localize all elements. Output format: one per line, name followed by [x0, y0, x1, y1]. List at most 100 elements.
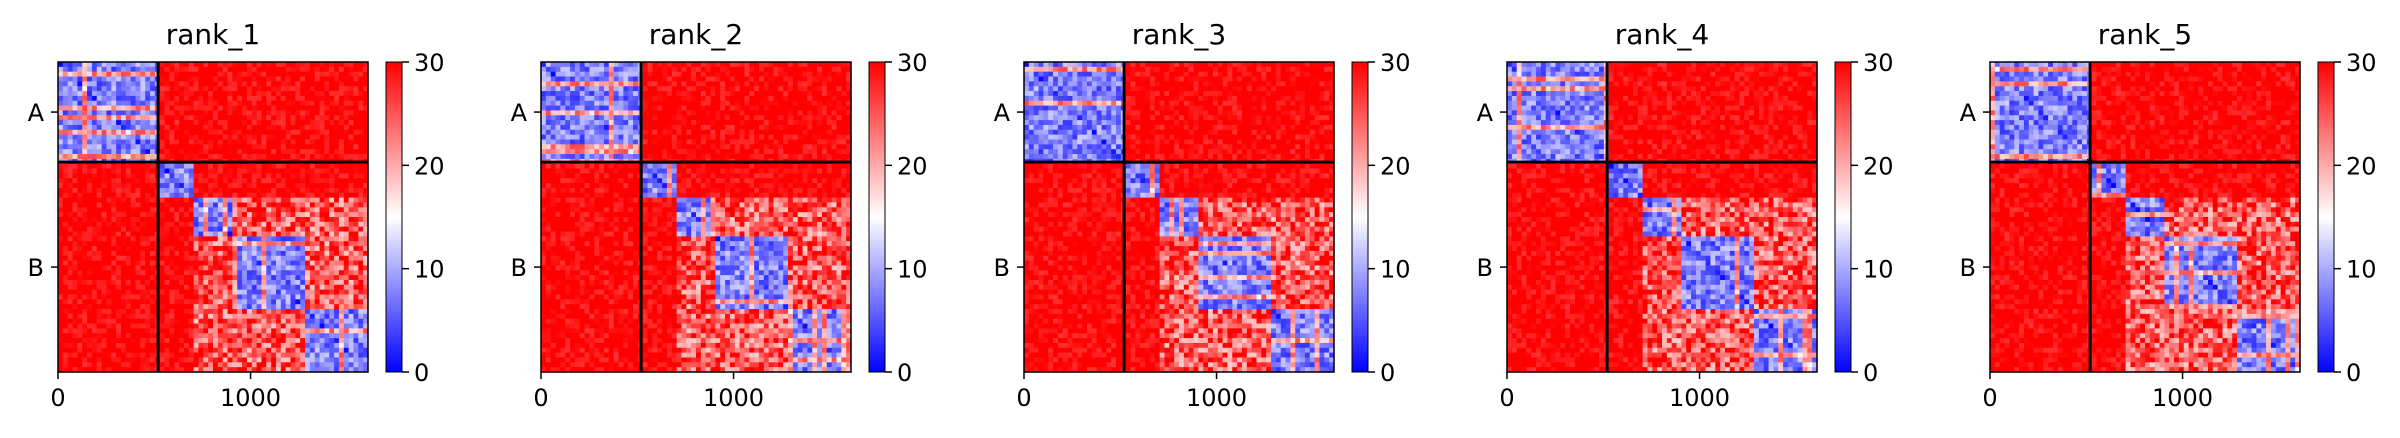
- heatmap-cell: [237, 212, 243, 218]
- heatmap-cell: [338, 333, 345, 339]
- heatmap-cell: [58, 313, 64, 320]
- heatmap-cell: [111, 328, 117, 334]
- heatmap-cell: [135, 144, 141, 150]
- heatmap-cell: [183, 246, 190, 252]
- heatmap-cell: [150, 91, 156, 97]
- heatmap-cell: [275, 178, 282, 184]
- heatmap-cell: [217, 62, 224, 68]
- heatmap-cell: [135, 279, 141, 286]
- heatmap-cell: [96, 309, 103, 315]
- heatmap-cell: [725, 91, 731, 97]
- heatmap-cell: [275, 192, 282, 199]
- heatmap-cell: [140, 221, 146, 228]
- heatmap-cell: [285, 333, 292, 339]
- heatmap-cell: [324, 76, 330, 82]
- heatmap-cell: [290, 255, 296, 262]
- heatmap-cell: [251, 352, 258, 359]
- heatmap-cell: [193, 212, 200, 218]
- heatmap-cell: [135, 284, 141, 291]
- heatmap-cell: [188, 275, 195, 281]
- heatmap-cell: [251, 202, 258, 208]
- heatmap-cell: [778, 86, 784, 92]
- heatmap-cell: [807, 86, 813, 92]
- heatmap-cell: [232, 120, 238, 126]
- heatmap-cell: [242, 221, 248, 228]
- heatmap-cell: [222, 207, 229, 213]
- heatmap-cell: [101, 250, 108, 257]
- heatmap-cell: [788, 100, 794, 107]
- heatmap-cell: [58, 275, 64, 281]
- heatmap-cell: [130, 260, 137, 267]
- heatmap-cell: [111, 333, 117, 339]
- heatmap-cell: [295, 226, 301, 233]
- heatmap-cell: [280, 250, 287, 257]
- heatmap-cell: [91, 105, 98, 112]
- heatmap-cell: [164, 154, 170, 160]
- heatmap-cell: [285, 115, 292, 121]
- heatmap-cell: [275, 284, 282, 291]
- heatmap-cell: [188, 139, 195, 145]
- heatmap-cell: [237, 183, 243, 189]
- heatmap-cell: [246, 289, 253, 296]
- heatmap-cell: [338, 71, 345, 78]
- heatmap-cell: [232, 250, 238, 257]
- heatmap-cell: [96, 342, 103, 349]
- heatmap-cell: [334, 197, 340, 204]
- heatmap-cell: [82, 333, 88, 339]
- heatmap-cell: [150, 226, 156, 233]
- heatmap-cell: [662, 86, 668, 92]
- heatmap-cell: [363, 217, 369, 223]
- heatmap-cell: [208, 362, 214, 368]
- heatmap-cell: [334, 91, 340, 97]
- heatmap-cell: [232, 313, 238, 320]
- heatmap-cell: [671, 115, 678, 121]
- heatmap-cell: [285, 71, 292, 78]
- heatmap-cell: [237, 217, 243, 223]
- heatmap-cell: [353, 289, 359, 296]
- heatmap-cell: [290, 352, 296, 359]
- heatmap-cell: [662, 120, 668, 126]
- heatmap-cell: [594, 76, 600, 82]
- heatmap-cell: [324, 260, 330, 267]
- heatmap-cell: [106, 270, 112, 276]
- heatmap-cell: [275, 328, 282, 334]
- heatmap-cell: [72, 91, 78, 97]
- heatmap-cell: [159, 347, 166, 354]
- heatmap-cell: [266, 352, 272, 359]
- heatmap-cell: [319, 163, 325, 170]
- heatmap-cell: [338, 289, 345, 296]
- heatmap-cell: [111, 129, 117, 136]
- heatmap-cell: [290, 154, 296, 160]
- heatmap-cell: [96, 250, 103, 257]
- heatmap-cell: [295, 260, 301, 267]
- heatmap-cell: [67, 241, 74, 247]
- heatmap-cell: [309, 357, 316, 363]
- heatmap-cell: [705, 124, 712, 131]
- heatmap-cell: [560, 81, 566, 87]
- heatmap-cell: [130, 328, 137, 334]
- heatmap-cell: [319, 221, 325, 228]
- heatmap-cell: [72, 139, 78, 145]
- heatmap-cell: [111, 163, 117, 170]
- heatmap-cell: [237, 124, 243, 131]
- heatmap-cell: [334, 163, 340, 170]
- heatmap-cell: [77, 110, 83, 116]
- heatmap-cell: [256, 81, 263, 87]
- heatmap-cell: [358, 110, 364, 116]
- heatmap-cell: [120, 129, 127, 136]
- heatmap-cell: [101, 144, 108, 150]
- heatmap-cell: [217, 352, 224, 359]
- heatmap-cell: [217, 100, 224, 107]
- heatmap-cell: [135, 129, 141, 136]
- heatmap-cell: [193, 110, 200, 116]
- heatmap-cell: [130, 294, 137, 300]
- heatmap-cell: [111, 260, 117, 267]
- heatmap-cell: [343, 149, 350, 155]
- heatmap-cell: [222, 352, 229, 359]
- heatmap-cell: [174, 279, 180, 286]
- heatmap-cell: [338, 183, 345, 189]
- heatmap-cell: [77, 154, 83, 160]
- heatmap-cell: [329, 163, 335, 170]
- heatmap-cell: [271, 221, 277, 228]
- heatmap-cell: [295, 279, 301, 286]
